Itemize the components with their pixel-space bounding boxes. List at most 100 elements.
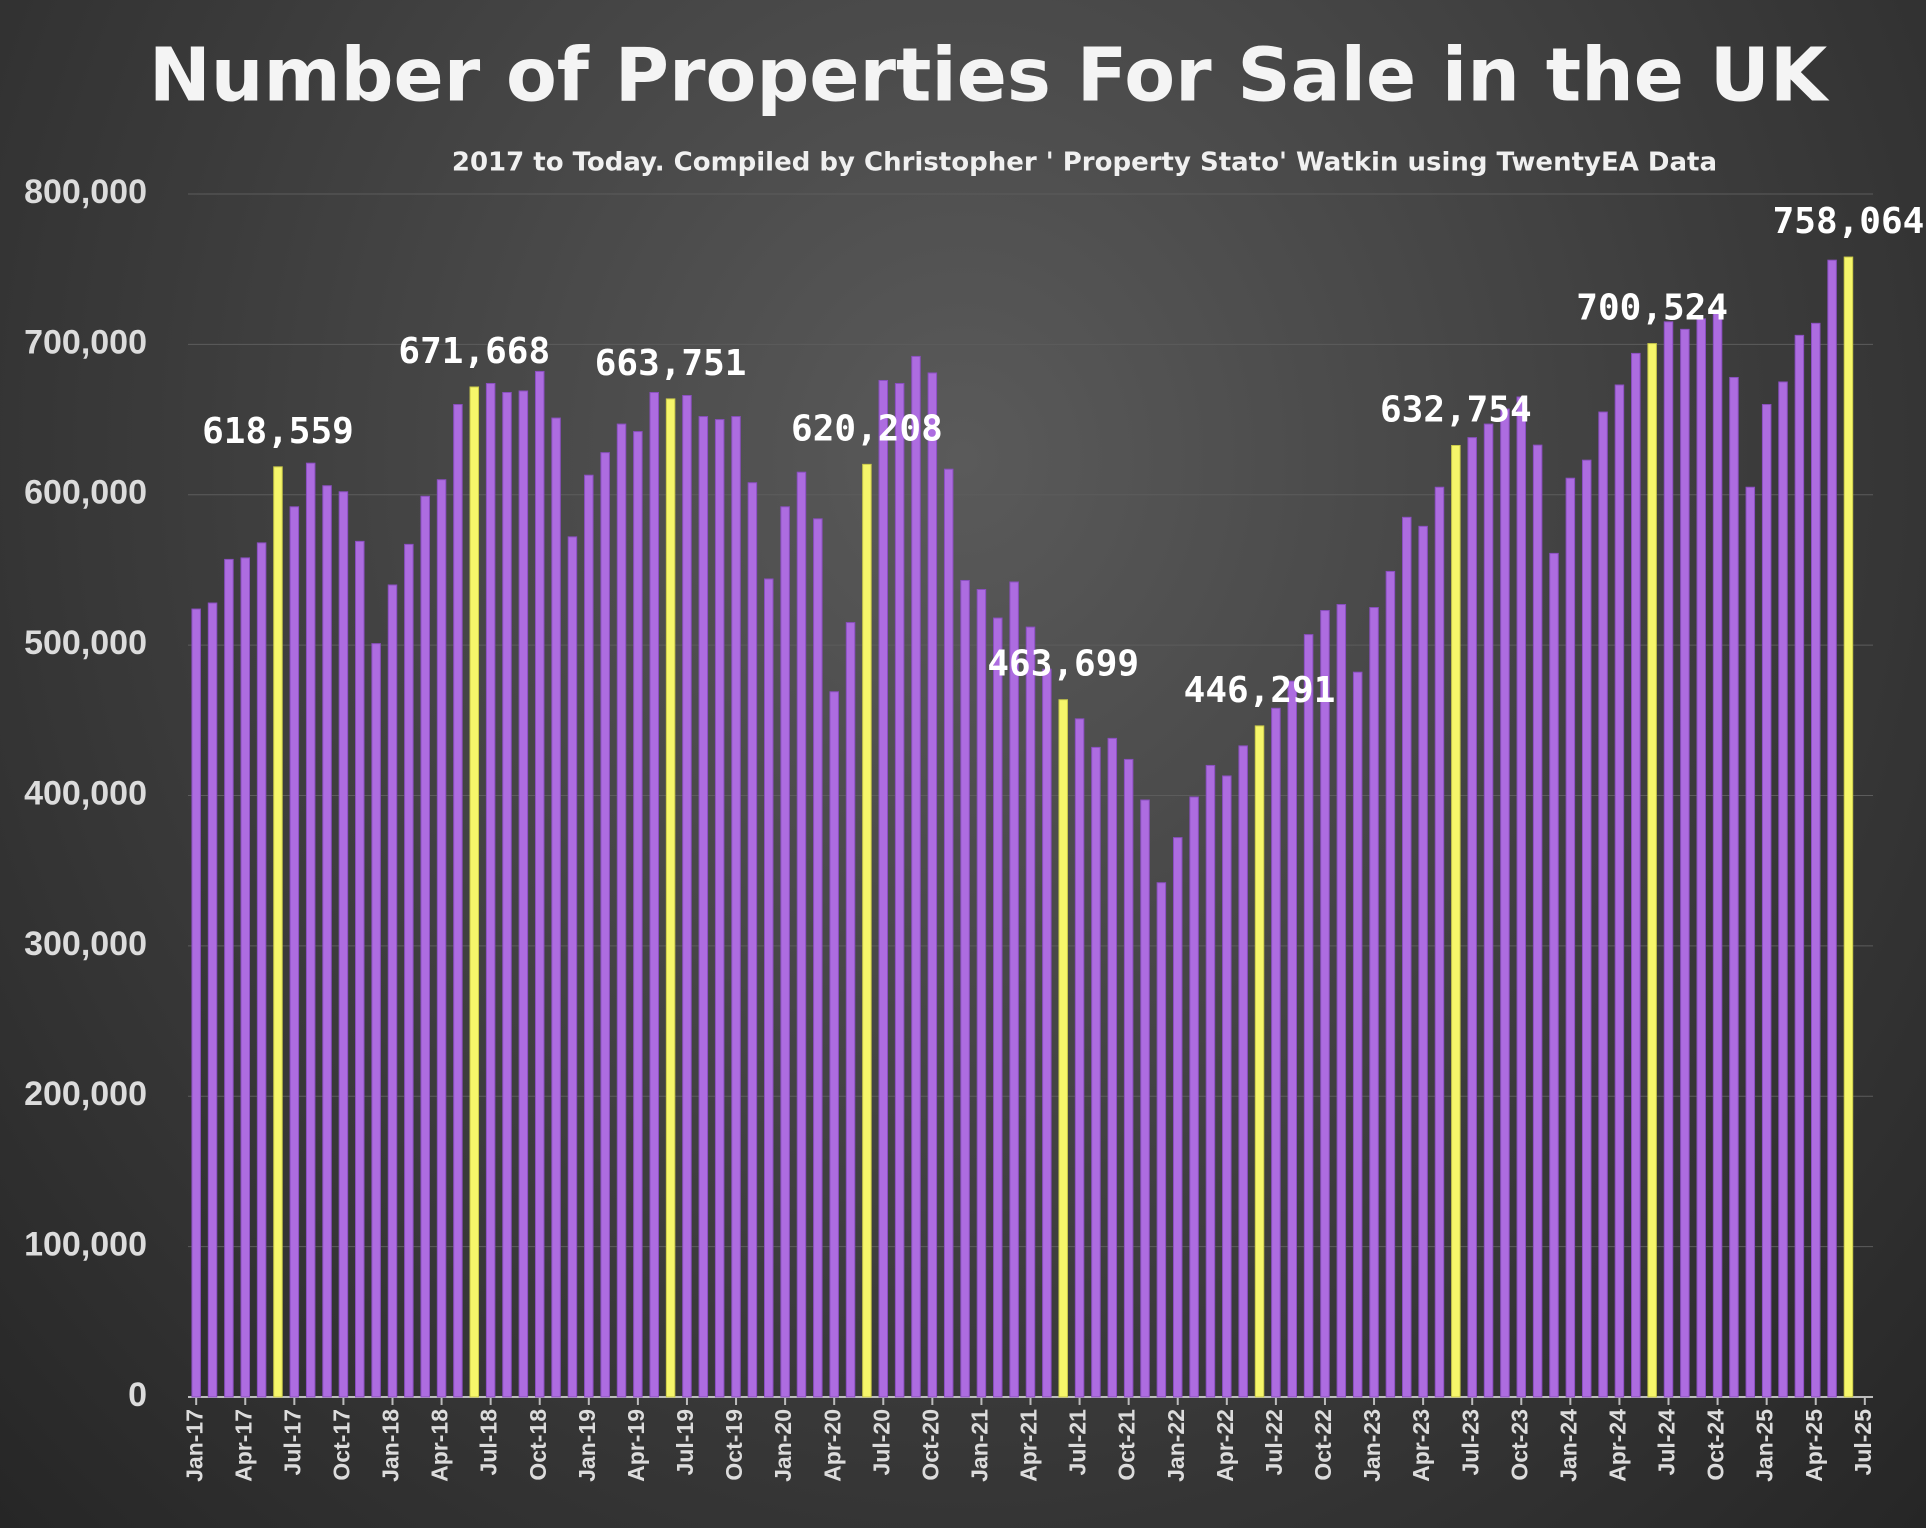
bar [1549, 552, 1559, 1398]
value-label: 671,668 [398, 331, 550, 372]
value-label: 758,064 [1773, 201, 1925, 242]
bar [1058, 699, 1068, 1398]
x-tick-label: Jan-20 [770, 1409, 796, 1482]
bar [731, 416, 741, 1398]
y-tick-label: 100,000 [24, 1226, 147, 1264]
bar [600, 452, 610, 1398]
bar [1680, 328, 1690, 1398]
x-tick-label: Apr-17 [230, 1409, 256, 1482]
x-tick-label: Apr-24 [1605, 1409, 1631, 1482]
bar [845, 622, 856, 1398]
bar [224, 558, 234, 1398]
y-tick-label: 500,000 [24, 624, 147, 662]
bar [829, 691, 839, 1398]
bar [1598, 411, 1608, 1398]
bar [1631, 352, 1641, 1398]
bar [338, 491, 349, 1398]
bar [305, 462, 316, 1398]
value-label: 620,208 [791, 408, 943, 449]
x-tick-label: Jan-25 [1752, 1409, 1778, 1482]
bar [322, 485, 332, 1398]
x-tick-label: Jan-23 [1359, 1409, 1385, 1482]
bar [1696, 318, 1706, 1398]
value-label: 618,559 [202, 411, 354, 452]
bar [502, 391, 512, 1398]
bar [1647, 343, 1657, 1398]
bar [420, 495, 430, 1398]
y-tick-label: 300,000 [24, 925, 147, 963]
bar [1451, 444, 1461, 1398]
bar [682, 395, 692, 1398]
x-tick-label: Apr-23 [1408, 1409, 1434, 1482]
bar [862, 463, 872, 1398]
bar [1287, 680, 1298, 1398]
bar [1254, 725, 1265, 1398]
bar [207, 602, 218, 1398]
bar [469, 386, 480, 1398]
bar [649, 391, 659, 1398]
bar [387, 584, 398, 1398]
x-tick-label: Apr-22 [1212, 1409, 1238, 1482]
bar [1483, 423, 1494, 1398]
value-label: 446,291 [1184, 670, 1336, 711]
x-tick-label: Jul-17 [279, 1409, 305, 1475]
bar [976, 588, 987, 1398]
bar [191, 608, 201, 1398]
bar [1827, 259, 1837, 1398]
x-tick-label: Jul-24 [1654, 1409, 1680, 1476]
bar [404, 543, 414, 1398]
y-tick-label: 0 [128, 1376, 147, 1414]
bar [1271, 707, 1281, 1398]
bar [584, 474, 594, 1398]
y-tick-label: 800,000 [24, 173, 147, 211]
bar [1123, 758, 1134, 1398]
x-tick-label: Oct-18 [525, 1409, 551, 1481]
bar [894, 382, 905, 1398]
bar [665, 398, 676, 1398]
x-tick-label: Jul-20 [868, 1409, 894, 1475]
bar [1140, 799, 1150, 1398]
bar [567, 536, 578, 1398]
x-tick-label: Jan-17 [181, 1409, 207, 1482]
bar [453, 404, 463, 1398]
x-tick-label: Jan-19 [574, 1409, 600, 1482]
bar [436, 479, 447, 1398]
x-tick-label: Oct-21 [1114, 1409, 1140, 1481]
value-label: 463,699 [987, 644, 1139, 685]
bar [1009, 581, 1019, 1398]
bar [878, 379, 889, 1398]
bar [1205, 764, 1216, 1398]
bar [1042, 668, 1052, 1398]
y-tick-label: 200,000 [24, 1075, 147, 1113]
bar [1418, 525, 1428, 1398]
y-tick-label: 700,000 [24, 323, 147, 361]
bar [534, 370, 545, 1398]
bar [1172, 837, 1183, 1398]
x-tick-label: Oct-20 [917, 1409, 943, 1481]
bar [796, 471, 807, 1398]
bar [289, 506, 300, 1398]
bar [1500, 408, 1510, 1398]
bar [355, 540, 365, 1398]
bar [911, 355, 921, 1398]
x-tick-label: Jul-22 [1261, 1409, 1287, 1475]
x-tick-label: Oct-17 [328, 1409, 354, 1481]
bar [616, 423, 627, 1398]
x-tick-label: Jan-22 [1163, 1409, 1189, 1482]
bar [1025, 626, 1036, 1398]
bar [1794, 334, 1805, 1398]
bar [1238, 745, 1248, 1398]
bar [1222, 775, 1232, 1398]
bar [273, 466, 283, 1398]
bar [371, 643, 381, 1398]
bar [780, 506, 790, 1398]
x-tick-label: Jan-21 [967, 1409, 993, 1482]
x-tick-label: Oct-23 [1506, 1409, 1532, 1481]
bar [1320, 610, 1330, 1398]
value-label: 632,754 [1380, 389, 1532, 430]
bar [1729, 376, 1739, 1398]
bar [240, 557, 251, 1398]
bar [747, 482, 758, 1398]
x-tick-label: Oct-22 [1310, 1409, 1336, 1481]
